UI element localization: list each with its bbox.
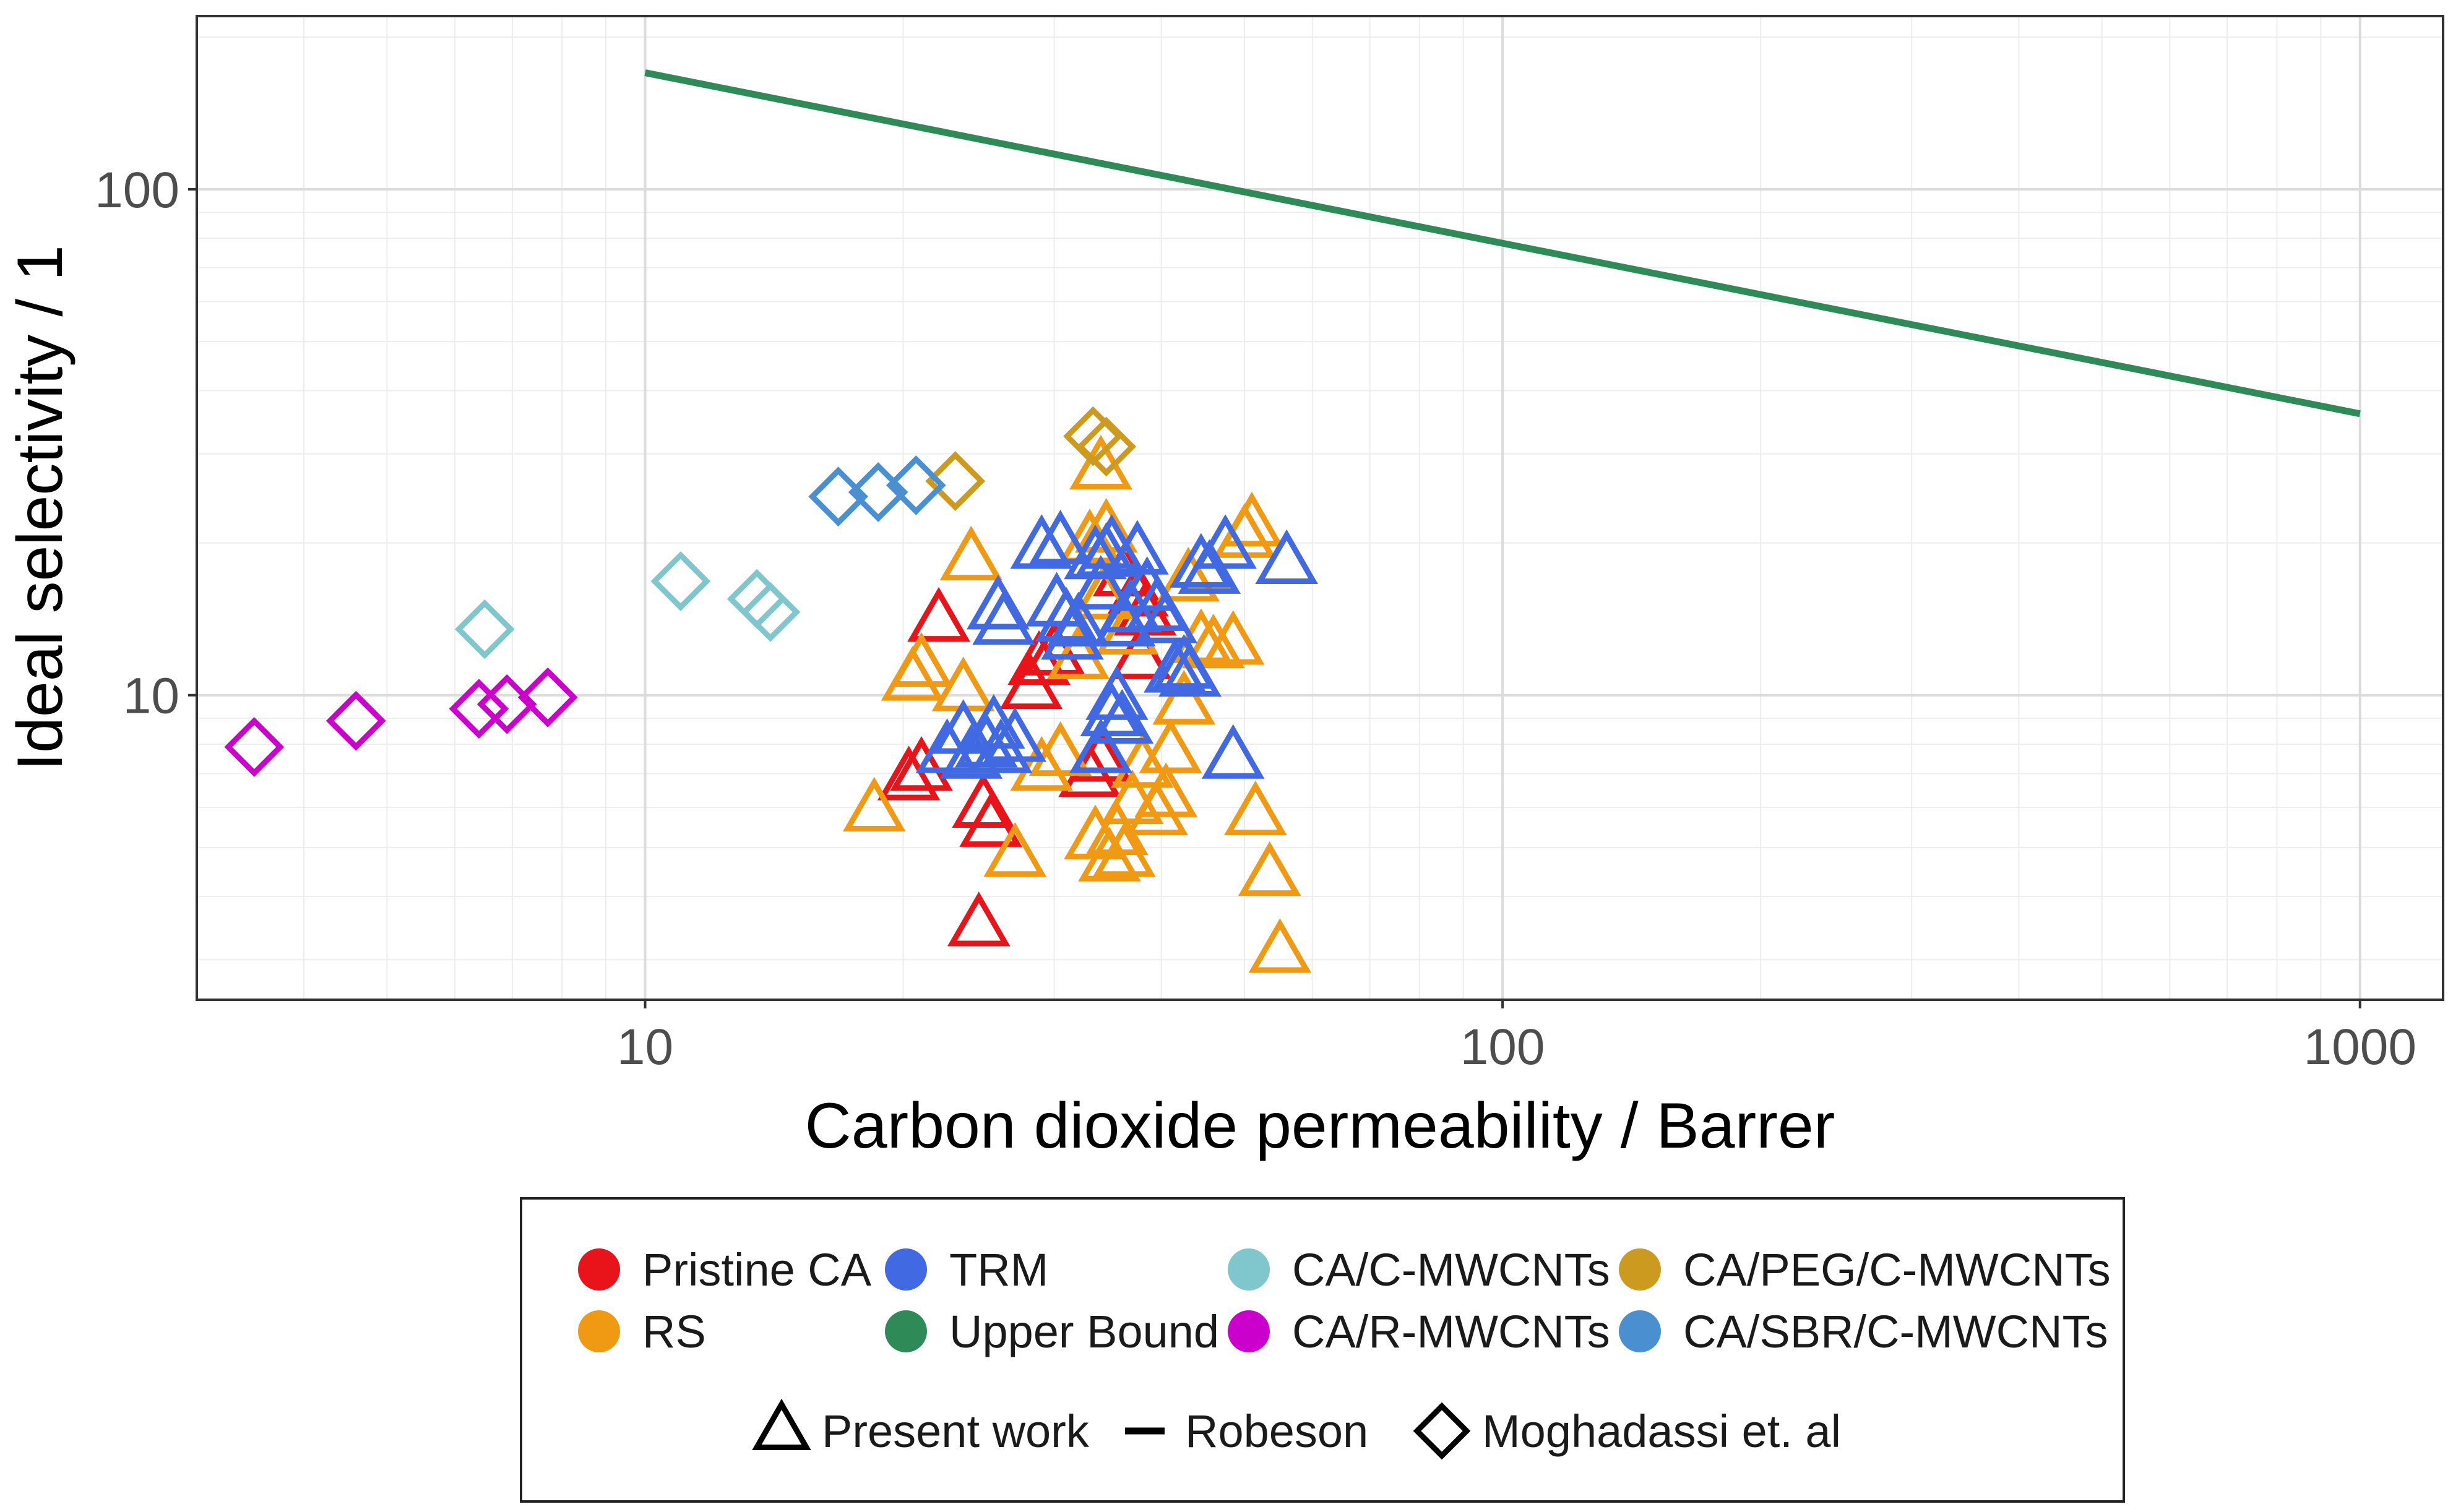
point-rs [1028, 721, 1092, 776]
point-rs [1078, 827, 1141, 882]
point-rs [1220, 491, 1283, 547]
x-tick-label: 1000 [2304, 1019, 2416, 1075]
x-axis-ticks: 10 100 1000 [617, 1000, 2416, 1075]
legend-swatch-ca-c-mwcnts [1228, 1248, 1270, 1291]
point-rs [939, 525, 1003, 581]
point-rs [1182, 613, 1245, 669]
point-trm [1106, 520, 1169, 575]
x-tick-label: 10 [617, 1019, 673, 1075]
point-pristine-ca [877, 745, 941, 801]
legend-swatch-rs [578, 1310, 620, 1352]
point-trm [983, 707, 1046, 762]
legend-swatch-upper-bound [885, 1310, 927, 1352]
legend-label-trm: TRM [949, 1244, 1048, 1295]
x-tick-label: 100 [1460, 1019, 1545, 1075]
point-rs [1071, 564, 1135, 619]
point-ca-r-mwcnts [517, 667, 578, 728]
point-trm [1035, 586, 1098, 642]
point-ca-r-mwcnts [224, 717, 285, 777]
point-pristine-ca [952, 773, 1015, 828]
point-rs [1152, 669, 1215, 725]
triangle-icon [752, 1398, 811, 1450]
legend-swatch-pristine-ca [578, 1248, 620, 1291]
legend-swatch-ca-r-mwcnts [1228, 1310, 1270, 1352]
point-trm [1046, 591, 1110, 646]
point-trm [1028, 509, 1092, 565]
point-pristine-ca [890, 736, 953, 791]
point-rs [890, 632, 953, 687]
legend-box [520, 1197, 2125, 1503]
point-trm [1170, 533, 1233, 588]
legend-label-ca-r-mwcnts: CA/R-MWCNTs [1292, 1306, 1610, 1357]
y-tick-label: 10 [123, 668, 179, 724]
point-rs [1010, 736, 1073, 791]
legend: Pristine CA TRM CA/C-MWCNTs CA/PEG/C-MWCNTs… [578, 1244, 2111, 1460]
point-trm [1194, 514, 1257, 569]
point-trm [1090, 689, 1154, 744]
point-pristine-ca [947, 891, 1011, 947]
point-trm [972, 590, 1035, 645]
diamond-icon [1413, 1402, 1471, 1460]
point-ca-c-mwcnts [740, 582, 801, 642]
legend-label-pristine-ca: Pristine CA [642, 1244, 872, 1295]
legend-shape-label-1: Present work [822, 1406, 1090, 1457]
point-trm [1085, 665, 1149, 720]
data-marks [224, 69, 2361, 973]
legend-swatch-ca-peg-c-mwcnts [1619, 1248, 1661, 1291]
point-ca-c-mwcnts [650, 551, 711, 611]
legend-swatch-ca-sbr-c-mwcnts [1619, 1310, 1661, 1352]
point-rs [1046, 624, 1110, 679]
point-trm [1144, 638, 1207, 693]
legend-shape-label-3: Moghadassi et. al [1482, 1406, 1841, 1457]
point-rs [1134, 762, 1197, 817]
point-trm [1080, 681, 1144, 737]
point-rs [842, 776, 906, 831]
point-rs [1092, 822, 1156, 877]
point-rs [983, 822, 1046, 877]
legend-label-ca-c-mwcnts: CA/C-MWCNTs [1292, 1244, 1610, 1295]
point-trm [1134, 588, 1197, 643]
point-rs [1139, 718, 1202, 773]
legend-label-rs: RS [642, 1306, 706, 1357]
y-tick-label: 100 [95, 162, 179, 218]
point-trm [1010, 514, 1073, 569]
point-ca-peg-c-mwcnts [925, 451, 986, 511]
point-rs [1201, 610, 1265, 665]
point-rs [1248, 918, 1312, 973]
point-trm [1255, 529, 1318, 584]
legend-shape-label-2: Robeson [1185, 1406, 1368, 1457]
point-rs [1111, 732, 1174, 788]
point-trm [1201, 724, 1265, 779]
series-line-upper-bound [644, 69, 2361, 418]
point-rs [1224, 780, 1287, 836]
point-trm [1158, 642, 1222, 697]
point-rs [1157, 547, 1220, 602]
point-ca-sbr-c-mwcnts [886, 455, 946, 515]
point-trm [1069, 554, 1132, 610]
point-pristine-ca [1069, 727, 1132, 782]
plot-border [196, 15, 2444, 1001]
legend-swatch-trm [885, 1248, 927, 1291]
legend-label-ca-peg-c-mwcnts: CA/PEG/C-MWCNTs [1683, 1244, 2111, 1295]
legend-label-ca-sbr-c-mwcnts: CA/SBR/C-MWCNTs [1683, 1306, 2108, 1357]
point-ca-r-mwcnts [449, 679, 509, 739]
point-ca-c-mwcnts [454, 599, 515, 659]
point-pristine-ca [907, 586, 970, 642]
plot-panel [197, 16, 2443, 1000]
y-axis-ticks: 10 100 [95, 162, 197, 724]
point-trm [969, 718, 1033, 773]
y-axis-title: Ideal selectivity / 1 [4, 245, 76, 771]
x-axis-title: Carbon dioxide permeability / Barrer [805, 1090, 1835, 1162]
point-trm [1069, 718, 1132, 773]
legend-label-upper-bound: Upper Bound [949, 1306, 1219, 1357]
point-ca-peg-c-mwcnts [1076, 416, 1137, 477]
point-rs [1238, 841, 1301, 896]
point-ca-r-mwcnts [325, 690, 386, 751]
point-pristine-ca [959, 792, 1022, 847]
